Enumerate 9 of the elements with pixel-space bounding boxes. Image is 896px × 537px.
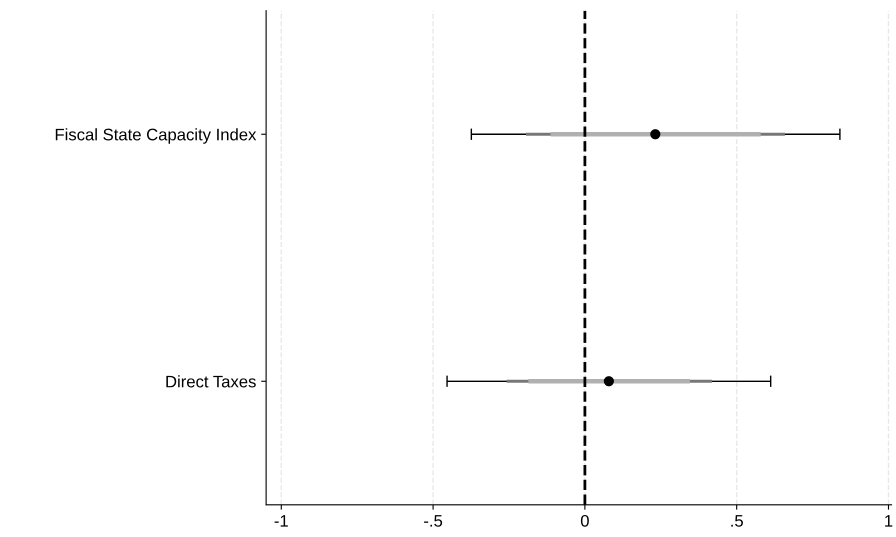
x-tick-label: -1: [274, 515, 288, 527]
bar: [550, 132, 761, 136]
x-tick-label: .5: [731, 515, 743, 527]
x-tick-label: 1: [885, 515, 892, 527]
y-tick-label: Direct Taxes: [166, 375, 256, 388]
x-tick-label: 0: [580, 514, 589, 527]
bar: [528, 379, 690, 384]
x-tick-label: -.5: [424, 515, 442, 527]
y-tick-label: Fiscal State Capacity Index: [56, 128, 256, 144]
